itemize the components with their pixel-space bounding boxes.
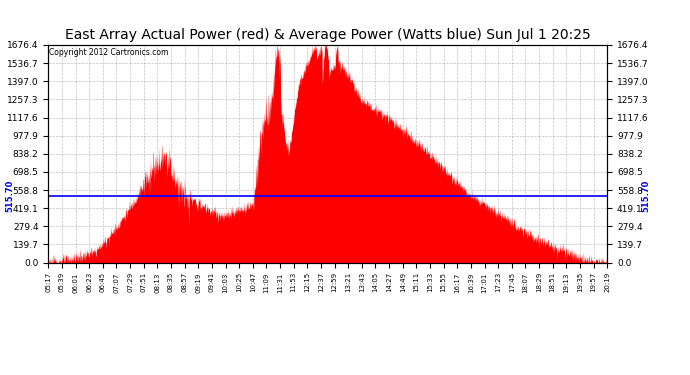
Text: Copyright 2012 Cartronics.com: Copyright 2012 Cartronics.com bbox=[50, 48, 169, 57]
Title: East Array Actual Power (red) & Average Power (Watts blue) Sun Jul 1 20:25: East Array Actual Power (red) & Average … bbox=[65, 28, 591, 42]
Text: 515.70: 515.70 bbox=[5, 179, 14, 212]
Text: 515.70: 515.70 bbox=[642, 179, 651, 212]
